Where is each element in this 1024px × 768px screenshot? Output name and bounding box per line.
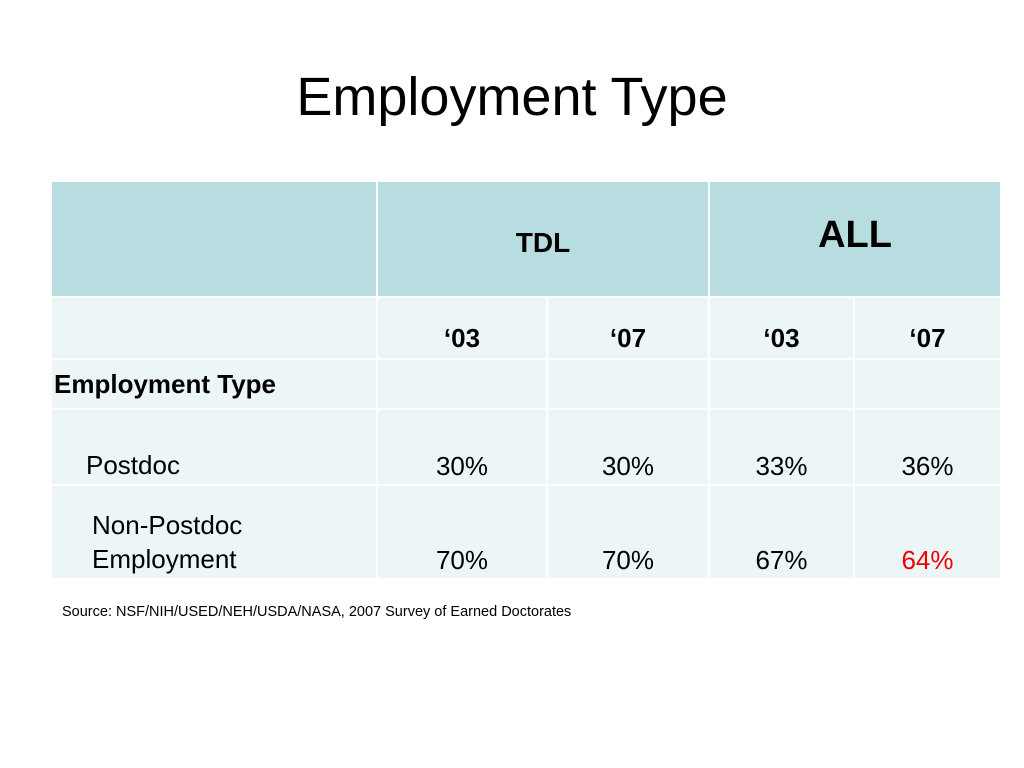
value-cell: 70% xyxy=(376,484,548,580)
empty-cell xyxy=(853,358,1002,410)
year-row: ‘03 ‘07 ‘03 ‘07 xyxy=(50,296,1002,360)
source-note: Source: NSF/NIH/USED/NEH/USDA/NASA, 2007… xyxy=(62,604,572,620)
row-label: Postdoc xyxy=(50,408,378,486)
value-cell: 36% xyxy=(853,408,1002,486)
value-cell: 30% xyxy=(546,408,710,486)
section-label: Employment Type xyxy=(50,358,378,410)
slide-title: Employment Type xyxy=(296,67,728,127)
section-row: Employment Type xyxy=(50,358,1002,410)
value-cell: 30% xyxy=(376,408,548,486)
empty-cell xyxy=(50,180,378,298)
row-label: Non-Postdoc Employment xyxy=(50,484,378,580)
data-row: Non-Postdoc Employment 70% 70% 67% 64% xyxy=(50,484,1002,580)
group-header: TDL xyxy=(376,180,710,298)
empty-cell xyxy=(50,296,378,360)
empty-cell xyxy=(546,358,710,410)
value-cell: 64% xyxy=(853,484,1002,580)
value-cell: 70% xyxy=(546,484,710,580)
empty-cell xyxy=(708,358,855,410)
group-header-row: TDL ALL xyxy=(50,180,1002,298)
data-row: Postdoc 30% 30% 33% 36% xyxy=(50,408,1002,486)
year-header: ‘07 xyxy=(853,296,1002,360)
empty-cell xyxy=(376,358,548,410)
group-header: ALL xyxy=(708,180,1002,298)
value-cell: 33% xyxy=(708,408,855,486)
year-header: ‘07 xyxy=(546,296,710,360)
data-table: TDL ALL ‘03 ‘07 ‘03 ‘07 Employment Type … xyxy=(50,180,1002,580)
value-cell: 67% xyxy=(708,484,855,580)
year-header: ‘03 xyxy=(376,296,548,360)
year-header: ‘03 xyxy=(708,296,855,360)
